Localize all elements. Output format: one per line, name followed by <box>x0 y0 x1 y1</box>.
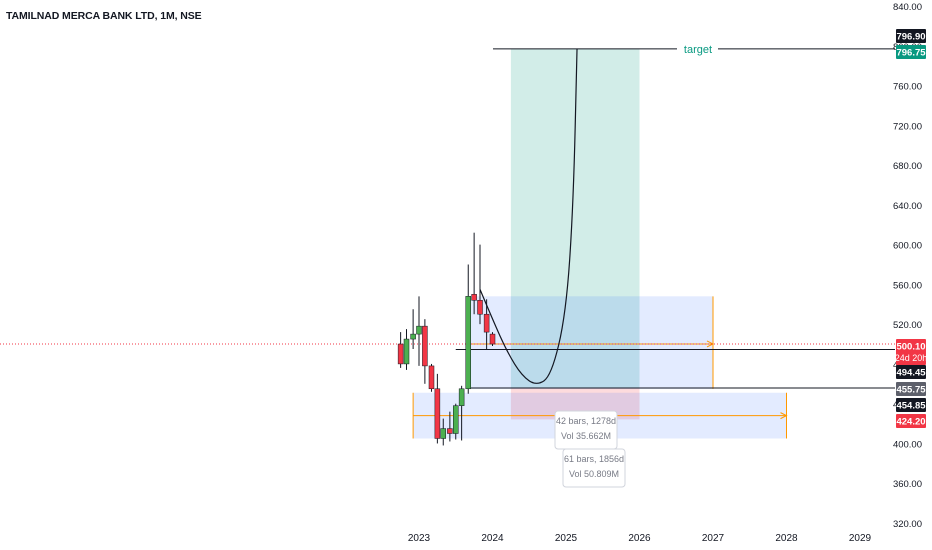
x-tick-label: 2027 <box>702 533 725 544</box>
candles <box>397 232 496 446</box>
x-tick-label: 2023 <box>408 533 431 544</box>
target-label: target <box>684 44 712 56</box>
y-tick-label: 720.00 <box>893 121 922 132</box>
y-tick-label: 560.00 <box>893 280 922 291</box>
y-tick-label: 360.00 <box>893 479 922 490</box>
y-tick-label: 760.00 <box>893 82 922 93</box>
price-label: 796.90 <box>896 32 925 43</box>
y-tick-label: 680.00 <box>893 161 922 172</box>
projection-arrow-head-1 <box>706 340 715 348</box>
candle-body <box>428 365 435 390</box>
y-tick-label: 600.00 <box>893 241 922 252</box>
candle-body <box>465 296 471 390</box>
projection-info: 42 bars, 1278d Vol 35.662M 61 bars, 1856d V… <box>554 410 626 488</box>
drawing-lines[interactable]: target <box>0 44 895 389</box>
price-label: 424.20 <box>896 417 925 428</box>
info-text: 42 bars, 1278d <box>556 416 616 426</box>
candle-body <box>447 428 453 434</box>
candle-body <box>458 388 465 406</box>
projection-zone-1[interactable] <box>468 296 713 389</box>
x-tick-label: 2025 <box>555 533 578 544</box>
info-box-2 <box>562 448 626 488</box>
price-label-bg <box>896 365 926 379</box>
y-tick-label: 520.00 <box>893 320 922 331</box>
y-tick-label: 400.00 <box>893 439 922 450</box>
countdown-label: 24d 20h <box>895 353 928 363</box>
price-label: 796.75 <box>896 48 926 59</box>
candle-body <box>416 325 422 335</box>
price-label-bg <box>896 414 926 428</box>
candle-body <box>403 338 410 365</box>
candle-body <box>483 313 490 333</box>
price-label-bg <box>896 382 926 396</box>
candle-body <box>477 300 483 315</box>
candle-body <box>434 388 441 439</box>
x-tick-label: 2028 <box>775 533 798 544</box>
candle-body <box>410 333 416 340</box>
price-label-bg <box>896 339 926 365</box>
time-axis[interactable]: 2023 2024 2025 2026 2027 2028 2029 <box>408 533 872 544</box>
candle-body <box>440 428 447 439</box>
price-label: 455.75 <box>896 385 926 396</box>
symbol-title: TAMILNAD MERCA BANK LTD, 1M, NSE <box>6 10 202 22</box>
price-label-bg <box>896 29 926 43</box>
info-text: Vol 50.809M <box>569 469 619 479</box>
x-tick-label: 2029 <box>849 533 872 544</box>
projection-curve[interactable] <box>479 48 578 384</box>
info-text: Vol 35.662M <box>561 431 611 441</box>
candle-body <box>397 343 404 365</box>
y-tick-label: 320.00 <box>893 519 922 530</box>
price-label-bg <box>896 45 926 59</box>
candle-body <box>453 405 459 434</box>
price-label: 494.45 <box>896 368 926 379</box>
price-label: 454.85 <box>896 401 926 412</box>
projection-arrow-head-2 <box>780 412 788 420</box>
y-tick-label: 840.00 <box>893 2 922 13</box>
candle-body <box>471 294 477 301</box>
x-tick-label: 2024 <box>481 533 504 544</box>
candle-body <box>422 325 428 367</box>
candle-body <box>489 333 496 345</box>
x-tick-label: 2026 <box>628 533 651 544</box>
price-label: 500.10 <box>896 342 925 353</box>
price-axis[interactable]: 320.00360.00400.00440.00480.00520.00560.… <box>893 2 922 530</box>
info-text: 61 bars, 1856d <box>564 454 624 464</box>
y-tick-label: 640.00 <box>893 201 922 212</box>
price-label-bg <box>896 398 926 412</box>
